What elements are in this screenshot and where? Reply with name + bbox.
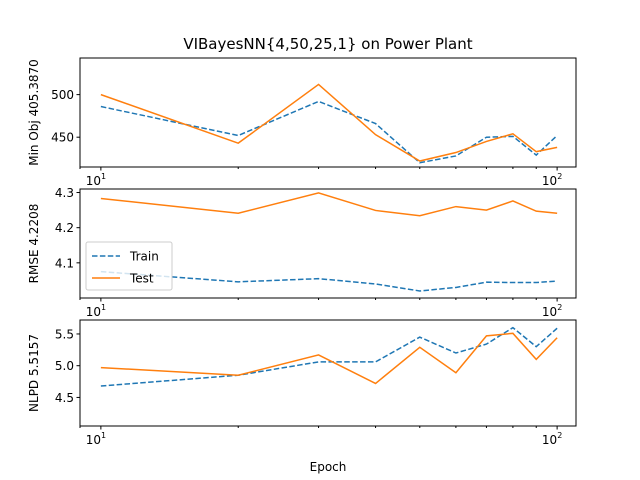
legend-label-train: Train	[129, 250, 159, 264]
x-axis-label: Epoch	[310, 460, 347, 474]
y-tick-label: 5.0	[55, 359, 74, 373]
series-test-line	[100, 83, 558, 162]
axes-frame	[79, 57, 577, 168]
x-tick-label: 101	[86, 431, 106, 447]
panel-rmse: 101 102 4.1 4.2 4.3 RMSE 4.2208 Train Test	[27, 186, 577, 319]
legend-label-test: Test	[129, 272, 154, 286]
x-tick-label: 102	[542, 172, 562, 188]
chart-title: VIBayesNN{4,50,25,1} on Power Plant	[183, 35, 472, 53]
panel-nlpd: 101 102 4.5 5.0 5.5 NLPD 5.5157	[27, 319, 577, 447]
y-tick-label: 4.5	[55, 391, 74, 405]
y-tick-label: 4.2	[55, 221, 74, 235]
panel-min-obj: 101 102 450 500 Min Obj 405.3870	[27, 57, 577, 188]
y-axis-label: Min Obj 405.3870	[27, 59, 41, 166]
axes-frame	[79, 188, 577, 299]
y-axis-label: NLPD 5.5157	[27, 334, 41, 412]
x-tick-label: 102	[542, 303, 562, 319]
x-tick-label: 101	[86, 303, 106, 319]
legend: Train Test	[85, 241, 173, 291]
series-test-line	[100, 332, 558, 385]
y-axis-label: RMSE 4.2208	[27, 204, 41, 284]
series-train-line	[100, 100, 558, 164]
y-tick-label: 4.3	[55, 186, 74, 200]
series-test-line	[100, 192, 558, 217]
y-tick-label: 500	[51, 88, 74, 102]
y-tick-label: 450	[51, 131, 74, 145]
axes-frame	[79, 319, 577, 427]
series-train-line	[100, 270, 558, 292]
x-tick-label: 101	[86, 172, 106, 188]
series-train-line	[100, 326, 558, 387]
legend-box	[85, 241, 173, 291]
y-tick-label: 4.1	[55, 256, 74, 270]
y-tick-label: 5.5	[55, 327, 74, 341]
x-tick-label: 102	[542, 431, 562, 447]
